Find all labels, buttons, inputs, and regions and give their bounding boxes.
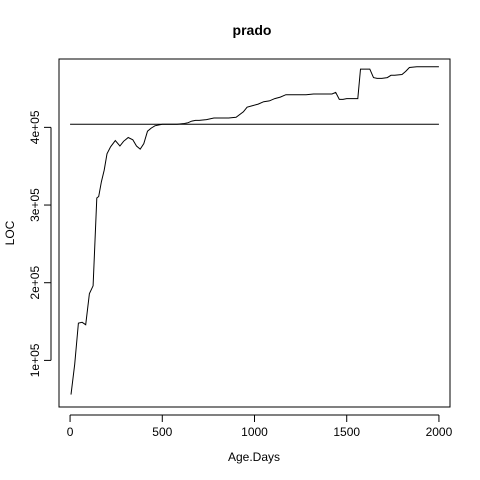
y-tick-label: 3e+05 bbox=[28, 188, 42, 222]
x-tick-label: 1500 bbox=[333, 425, 360, 439]
x-axis-label: Age.Days bbox=[228, 450, 280, 464]
series-line-loc bbox=[70, 66, 439, 395]
y-tick-label: 4e+05 bbox=[28, 110, 42, 144]
y-tick-label: 1e+05 bbox=[28, 343, 42, 377]
x-tick-label: 0 bbox=[67, 425, 74, 439]
y-axis-label: LOC bbox=[3, 220, 17, 245]
x-tick-label: 500 bbox=[152, 425, 172, 439]
x-tick-label: 2000 bbox=[426, 425, 453, 439]
chart-title: prado bbox=[233, 22, 272, 38]
y-axis: 1e+05 2e+05 3e+05 4e+05 bbox=[28, 110, 52, 377]
y-tick-label: 2e+05 bbox=[28, 266, 42, 300]
plot-frame bbox=[58, 58, 451, 408]
x-axis: 0 500 1000 1500 2000 bbox=[67, 414, 453, 439]
x-tick-label: 1000 bbox=[241, 425, 268, 439]
